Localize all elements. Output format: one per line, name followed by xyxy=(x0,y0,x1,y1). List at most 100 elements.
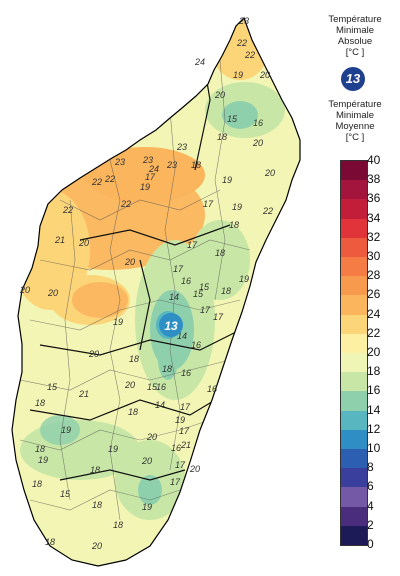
color-swatch-6-8 xyxy=(341,468,367,488)
color-swatch-26-28 xyxy=(341,276,367,296)
temperature-label: 16 xyxy=(207,384,217,394)
temperature-label: 18 xyxy=(217,132,227,142)
tick-label: 4 xyxy=(367,498,374,513)
temperature-label: 21 xyxy=(54,235,65,245)
temperature-label: 19 xyxy=(61,425,71,435)
absolute-min-marker-value: 13 xyxy=(164,319,178,333)
temperature-label: 20 xyxy=(47,288,58,298)
temperature-label: 19 xyxy=(239,274,249,284)
color-scale-bar xyxy=(340,160,368,546)
color-swatch-14-16 xyxy=(341,391,367,411)
temperature-label: 18 xyxy=(32,479,42,489)
temperature-label: 15 xyxy=(227,114,238,124)
tick-label: 36 xyxy=(367,191,381,206)
tick-label: 0 xyxy=(367,537,374,551)
tick-label: 22 xyxy=(367,325,381,340)
temperature-label: 19 xyxy=(113,317,123,327)
temperature-label: 18 xyxy=(90,465,100,475)
absolute-min-marker: 13 xyxy=(159,313,183,337)
color-swatch-30-32 xyxy=(341,237,367,257)
temperature-label: 17 xyxy=(173,264,184,274)
tick-label: 14 xyxy=(367,402,381,417)
temperature-label: 16 xyxy=(171,443,181,453)
tick-label: 24 xyxy=(367,306,381,321)
color-swatch-24-26 xyxy=(341,295,367,315)
temperature-label: 20 xyxy=(146,432,157,442)
temperature-label: 19 xyxy=(142,502,152,512)
color-swatch-0-2 xyxy=(341,525,367,545)
tick-label: 20 xyxy=(367,345,381,359)
temperature-label: 23 xyxy=(166,160,177,170)
temperature-label: 19 xyxy=(233,70,243,80)
tick-label: 18 xyxy=(367,364,381,379)
temperature-label: 14 xyxy=(177,331,187,341)
color-swatch-20-22 xyxy=(341,333,367,353)
temperature-label: 22 xyxy=(244,50,255,60)
temperature-label: 19 xyxy=(232,202,242,212)
color-swatch-18-20 xyxy=(341,353,367,373)
tick-label: 10 xyxy=(367,441,381,455)
color-swatch-4-6 xyxy=(341,487,367,507)
temperature-label: 20 xyxy=(91,541,102,551)
color-swatch-2-4 xyxy=(341,506,367,526)
temperature-label: 22 xyxy=(91,177,102,187)
tick-label: 34 xyxy=(367,210,381,225)
temperature-label: 23 xyxy=(238,16,249,26)
temperature-label: 18 xyxy=(45,537,55,547)
color-swatch-32-34 xyxy=(341,218,367,238)
temperature-label: 23 xyxy=(142,155,153,165)
region-boundaries xyxy=(29,39,241,481)
temperature-label: 20 xyxy=(264,168,275,178)
temperature-label: 15 xyxy=(199,282,210,292)
tick-label: 30 xyxy=(367,249,381,263)
temperature-label: 20 xyxy=(78,238,89,248)
temperature-label: 20 xyxy=(88,349,99,359)
color-swatch-16-18 xyxy=(341,372,367,392)
temperature-label: 21 xyxy=(78,389,89,399)
temperature-label: 22 xyxy=(236,38,247,48)
temperature-label: 16 xyxy=(181,368,191,378)
tick-label: 2 xyxy=(367,517,374,532)
color-swatch-22-24 xyxy=(341,314,367,334)
temperature-label: 20 xyxy=(19,285,30,295)
temperature-label: 21 xyxy=(180,440,191,450)
temperature-label: 20 xyxy=(141,456,152,466)
temperature-label: 22 xyxy=(104,174,115,184)
temperature-label: 14 xyxy=(169,292,179,302)
temperature-label: 20 xyxy=(124,380,135,390)
color-swatch-12-14 xyxy=(341,410,367,430)
temperature-label: 17 xyxy=(175,460,186,470)
tick-label: 8 xyxy=(367,460,374,475)
temperature-label: 18 xyxy=(113,520,123,530)
absolute-min-badge: 13 xyxy=(341,67,365,91)
temperature-label: 19 xyxy=(108,444,118,454)
temperature-label: 18 xyxy=(215,248,225,258)
temperature-label: 18 xyxy=(35,398,45,408)
tick-label: 26 xyxy=(367,287,381,302)
temperature-label: 18 xyxy=(92,500,102,510)
temperature-label: 18 xyxy=(162,364,172,374)
temperature-label: 16 xyxy=(253,118,263,128)
temperature-label: 18 xyxy=(129,354,139,364)
temperature-label: 23 xyxy=(176,142,187,152)
temperature-label: 20 xyxy=(189,464,200,474)
tick-label: 16 xyxy=(367,383,381,398)
temperature-label: 19 xyxy=(175,415,185,425)
color-swatch-8-10 xyxy=(341,449,367,469)
temperature-label: 19 xyxy=(140,182,150,192)
temperature-label: 18 xyxy=(229,220,239,230)
color-swatch-28-30 xyxy=(341,257,367,277)
temperature-label: 20 xyxy=(124,257,135,267)
tick-label: 28 xyxy=(367,268,381,283)
temperature-label: 17 xyxy=(187,240,198,250)
color-swatch-38-40 xyxy=(341,161,367,181)
temperature-label: 20 xyxy=(259,70,270,80)
temperature-label: 19 xyxy=(222,175,232,185)
temperature-label: 17 xyxy=(145,172,156,182)
color-swatch-34-36 xyxy=(341,199,367,219)
temperature-label: 17 xyxy=(170,477,181,487)
temperature-label: 23 xyxy=(114,157,125,167)
absolute-min-title: Température Minimale Absolue [°C ] xyxy=(328,14,382,58)
temperature-label: 16 xyxy=(156,382,166,392)
